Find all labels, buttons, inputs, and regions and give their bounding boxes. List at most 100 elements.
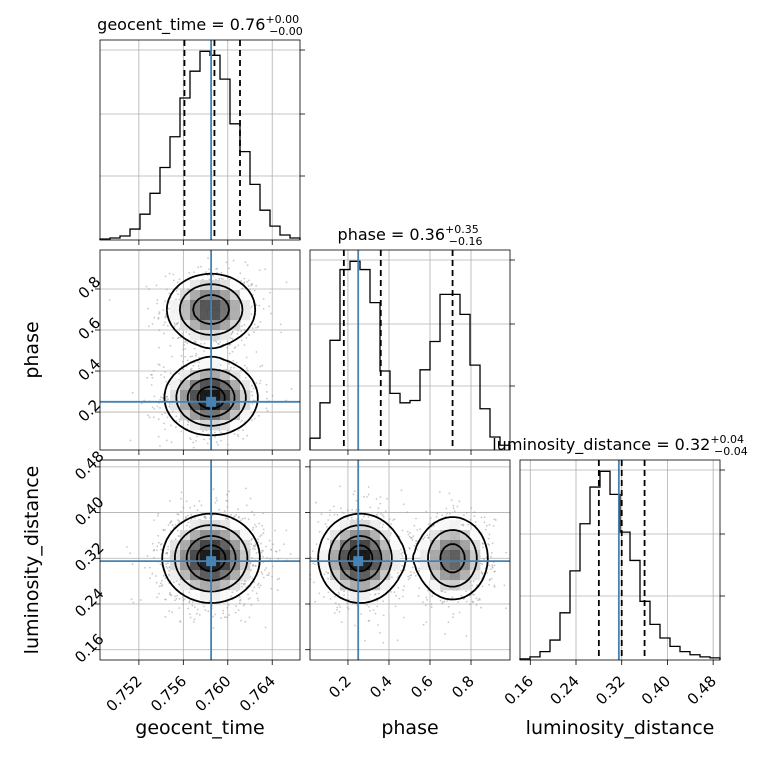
sample-point [169,372,172,375]
density-cell [190,530,201,541]
y-tick-label: 0.40 [71,493,107,529]
sample-point [401,595,404,598]
sample-point [196,509,199,511]
density-cell [220,280,231,291]
sample-point [290,388,293,390]
sample-point [253,586,256,589]
sample-point [175,580,178,582]
sample-point [465,590,468,592]
sample-point [458,500,461,503]
sample-point [441,590,444,593]
sample-point [239,272,242,275]
sample-point [182,599,185,601]
contour-line [196,544,227,573]
sample-point [139,599,142,601]
sample-point [164,616,167,618]
sample-point [490,577,493,580]
sample-point [255,351,258,353]
sample-point [280,331,283,334]
sample-point [222,278,224,280]
density-cell [470,550,481,561]
density-cell [170,310,181,321]
sample-point [397,587,400,589]
density-cell [180,390,191,401]
sample-point [243,277,246,280]
panel-title-luminosity_distance: luminosity_distance = 0.32+0.04 −0.04 [492,433,748,458]
sample-point [245,337,248,339]
panel-frame [309,249,511,451]
sample-point [172,279,175,282]
sample-point [195,341,197,344]
sample-point [200,343,202,345]
density-cell [380,540,391,551]
sample-point [255,284,258,287]
sample-point [364,639,366,642]
sample-point [220,431,222,434]
sample-point [367,493,370,496]
sample-point [186,419,189,422]
sample-point [347,509,349,512]
sample-point [368,606,370,608]
density-cell [240,410,251,421]
sample-point [250,539,253,541]
sample-point [456,505,459,508]
sample-point [397,572,399,574]
sample-point [401,529,404,532]
sample-point [255,327,257,329]
sample-point [318,592,321,595]
title-minus: −0.04 [714,445,748,458]
sample-point [157,534,160,537]
density-cell [230,310,241,321]
sample-point [264,626,267,629]
sample-point [166,567,169,570]
x-tick-label: 0.4 [366,672,396,702]
panel-frame [519,459,721,661]
x-tick-label: 0.16 [501,672,537,708]
sample-point [382,614,385,617]
sample-point [160,543,163,545]
sample-point [381,526,384,528]
sample-point [162,309,165,311]
sample-point [262,555,264,558]
density-cell [190,550,201,561]
sample-point [489,568,492,570]
contour-line [161,512,261,604]
sample-point [181,332,184,335]
sample-point [390,591,392,593]
density-cell [210,410,221,421]
sample-point [162,366,165,368]
sample-point [175,426,177,429]
sample-point [255,525,257,528]
sample-point [452,616,454,619]
density-cell [180,370,191,381]
sample-point [205,271,207,273]
density-cell [350,570,361,581]
sample-point [488,579,491,582]
density-cell [210,300,221,311]
sample-point [246,264,249,267]
sample-point [174,524,177,526]
sample-point [225,616,228,619]
sample-point [386,497,388,500]
sample-point [258,304,261,307]
sample-point [211,514,214,516]
sample-point [178,583,180,585]
sample-point [368,619,371,622]
sample-point [192,620,195,623]
sample-point [391,576,393,579]
sample-point [126,546,128,548]
sample-point [477,599,479,601]
sample-point [204,609,207,612]
sample-point [243,603,246,605]
sample-point [178,372,180,375]
density-cell [430,540,441,551]
density-cell [180,540,191,551]
sample-point [228,267,230,270]
sample-point [372,609,375,611]
sample-point [152,370,155,372]
sample-point [234,611,237,614]
density-cell [230,580,241,591]
density-cell [220,380,231,391]
sample-point [478,597,481,600]
sample-point [262,308,265,310]
